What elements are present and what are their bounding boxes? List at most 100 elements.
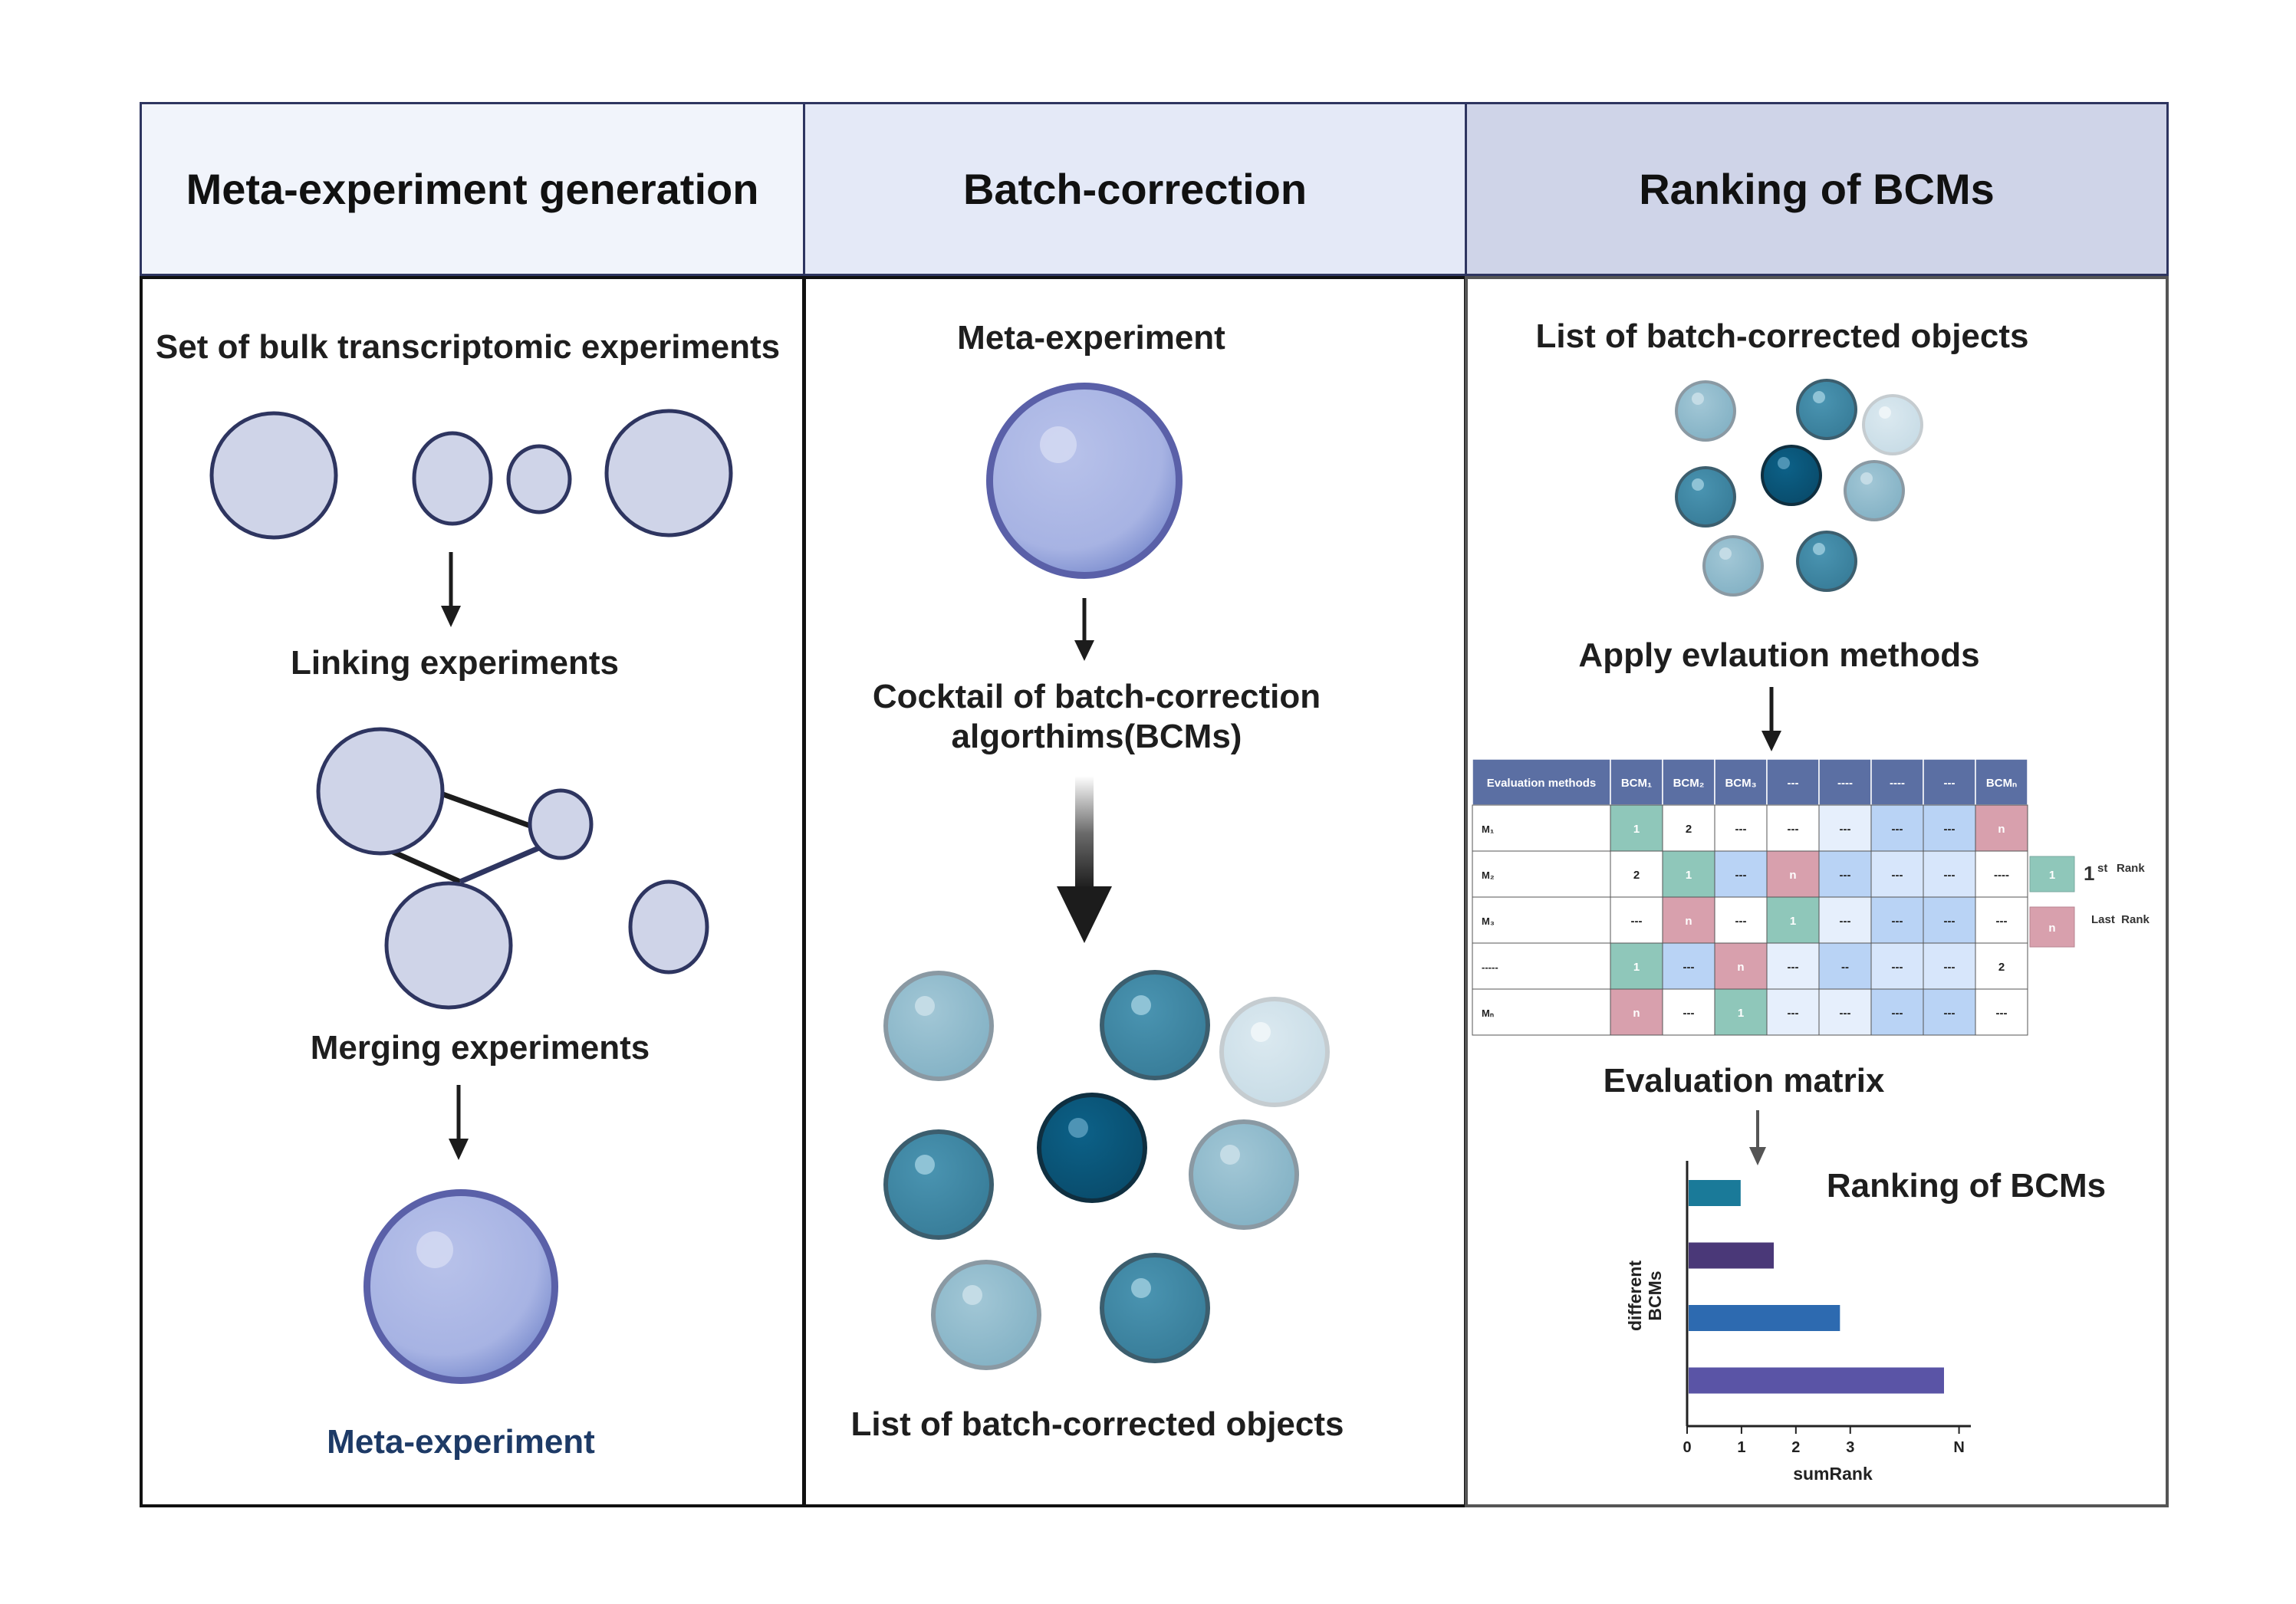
meta-experiment-sphere [363, 1189, 558, 1384]
matrix-cell [1923, 850, 1976, 898]
matrix-cell-value: --- [1892, 823, 1903, 836]
matrix-cell-value: --- [1788, 1007, 1799, 1020]
experiment-bubbles [209, 409, 733, 540]
matrix-cell [1818, 896, 1872, 944]
matrix-cell [1714, 850, 1768, 898]
matrix-cell-value: 1 [1633, 823, 1640, 836]
matrix-cell [1714, 896, 1768, 944]
label-cocktail-line1: Cocktail of batch-correction [872, 678, 1321, 715]
matrix-cell-value: n [1633, 1007, 1640, 1020]
matrix-cell-value: n [1998, 823, 2005, 836]
matrix-cell-value: --- [1892, 961, 1903, 974]
legend-first-rank-label: Rank [2117, 862, 2145, 875]
chart-bar [1689, 1242, 1774, 1269]
matrix-header-label: BCM₁ [1621, 777, 1652, 790]
x-tick-label: 1 [1737, 1439, 1745, 1456]
matrix-cell [1975, 988, 2028, 1036]
label-cocktail-line2: algorthims(BCMs) [951, 718, 1242, 755]
panel-ranking-of-bcms [1465, 276, 2169, 1507]
label-meta-experiment-result: Meta-experiment [327, 1423, 595, 1461]
matrix-cell-value: --- [1944, 1007, 1956, 1020]
experiment-bubble [384, 881, 513, 1010]
arrow-down-icon [449, 1085, 469, 1160]
batch-corrected-objects [883, 970, 1330, 1370]
legend-last-rank-label: Last Rank [2091, 913, 2150, 926]
label-list-of-objects: List of batch-corrected objects [1535, 317, 2029, 355]
legend-last-cell: n [2048, 922, 2055, 935]
chart-bar [1689, 1367, 1944, 1394]
matrix-header-label: --- [1788, 777, 1799, 790]
matrix-cell-value: n [1685, 915, 1692, 928]
header-meta-experiment-generation: Meta-experiment generation [140, 102, 805, 276]
matrix-cell-value: --- [1944, 961, 1956, 974]
matrix-cell-value: 2 [1998, 961, 2005, 974]
matrix-cell [1870, 942, 1924, 990]
x-tick-label: 3 [1846, 1439, 1854, 1456]
header-ranking-of-bcms: Ranking of BCMs [1465, 102, 2169, 276]
matrix-cell-value: 1 [1633, 961, 1640, 974]
experiment-bubble [628, 879, 709, 975]
label-list-of-objects: List of batch-corrected objects [850, 1405, 1344, 1443]
matrix-cell-value: --- [1892, 869, 1903, 882]
matrix-cell-value: M₁ [1482, 823, 1494, 835]
matrix-cell [1714, 988, 1768, 1036]
matrix-cell-value: --- [1944, 823, 1956, 836]
label-meta-experiment: Meta-experiment [957, 319, 1225, 357]
matrix-header-label: Evaluation methods [1487, 777, 1597, 790]
chart-bar [1689, 1305, 1840, 1331]
arrow-down-icon [1749, 1110, 1766, 1165]
matrix-cell-value: --- [1788, 823, 1799, 836]
label-apply-evaluation: Apply evlaution methods [1578, 636, 1980, 674]
matrix-header-cell [1662, 758, 1715, 806]
matrix-cell-value: --- [1840, 1007, 1851, 1020]
matrix-cell-value: --- [1944, 915, 1956, 928]
matrix-cell-value: --- [1788, 961, 1799, 974]
matrix-cell-value: M₃ [1482, 915, 1495, 927]
x-tick-label: 2 [1791, 1439, 1800, 1456]
matrix-cell-value: Mₙ [1482, 1007, 1494, 1019]
matrix-header-cell [1923, 758, 1976, 806]
label-merging-experiments: Merging experiments [310, 1029, 650, 1067]
matrix-cell-value: --- [1683, 961, 1695, 974]
matrix-cell [1766, 850, 1820, 898]
matrix-cell [1975, 850, 2028, 898]
matrix-cell-value: --- [1892, 915, 1903, 928]
label-linking-experiments: Linking experiments [291, 644, 619, 682]
arrow-down-icon [441, 552, 461, 627]
matrix-cell [1472, 942, 1611, 990]
x-tick-label: N [1953, 1439, 1964, 1456]
matrix-header-label: BCMₙ [1986, 777, 2017, 790]
matrix-header-cell [1610, 758, 1663, 806]
experiment-bubble [316, 727, 445, 856]
matrix-cell [1662, 942, 1715, 990]
x-tick-label: 0 [1683, 1439, 1691, 1456]
matrix-cell-value: n [1737, 961, 1744, 974]
matrix-header-cell [1870, 758, 1924, 806]
matrix-cell [1714, 804, 1768, 852]
arrow-down-icon [1074, 598, 1094, 661]
matrix-cell-value: --- [1735, 823, 1747, 836]
matrix-cell-value: --- [1892, 1007, 1903, 1020]
label-set-of-experiments: Set of bulk transcriptomic experiments [155, 328, 781, 366]
matrix-header-label: BCM₂ [1673, 777, 1705, 790]
matrix-cell [1766, 804, 1820, 852]
matrix-cell-value: --- [1631, 915, 1643, 928]
legend-first-rank-num: 1 [2084, 862, 2094, 885]
matrix-cell [1818, 804, 1872, 852]
matrix-cell [1610, 804, 1663, 852]
matrix-cell-value: --- [1735, 915, 1747, 928]
matrix-cell-value: --- [1735, 869, 1747, 882]
matrix-cell-value: --- [1683, 1007, 1695, 1020]
matrix-cell-value: -- [1841, 961, 1849, 974]
matrix-cell [1818, 988, 1872, 1036]
matrix-cell-value: --- [1840, 823, 1851, 836]
matrix-cell [1923, 804, 1976, 852]
matrix-cell [1870, 896, 1924, 944]
experiment-bubble [604, 409, 733, 537]
matrix-cell-value: --- [1996, 1007, 2008, 1020]
matrix-cell [1975, 942, 2028, 990]
batch-corrected-objects-small [1675, 379, 1923, 597]
legend-first-cell: 1 [2049, 869, 2055, 882]
matrix-cell-value: 1 [1790, 915, 1796, 928]
